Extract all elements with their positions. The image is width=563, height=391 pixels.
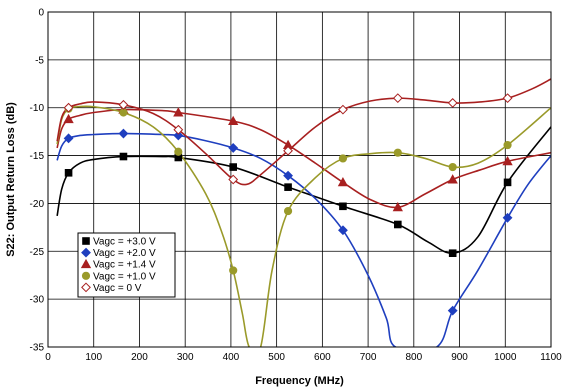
data-point-marker [338,225,348,236]
legend-entry: Vagc = +1.0 V [81,271,156,282]
tick-labels: 0 100 200 300 400 500 600 700 800 900 1000 1100 0 -5 -… [30,8,563,364]
y-axis-title: S22: Output Return Loss (dB) [5,102,17,257]
plot-frame [47,11,552,348]
marker-layer [63,93,513,316]
data-point-marker [339,202,347,211]
data-point-marker [447,305,458,316]
data-point-marker [119,108,128,117]
data-point-marker [174,147,183,156]
data-point-marker [447,174,458,184]
y-tick-label: -30 [30,295,45,306]
data-point-marker [63,113,74,124]
data-point-marker [283,170,293,181]
data-point-marker [394,220,402,229]
legend-entry: Vagc = +1.4 V [80,258,156,271]
data-point-marker [173,107,184,117]
data-point-marker [447,98,458,108]
x-tick-label: 900 [451,352,468,363]
data-point-marker [392,201,403,212]
legend-marker [80,258,92,269]
y-tick-label: -15 [30,151,45,162]
data-point-marker [448,249,457,257]
data-point-marker [228,115,239,126]
x-tick-label: 1100 [540,352,562,363]
y-tick-label: -25 [30,247,45,258]
data-point-marker [118,128,129,139]
legend-marker [82,237,90,245]
data-point-marker [502,93,513,104]
x-tick-label: 0 [45,352,51,363]
data-point-marker [63,133,74,144]
legend-label: Vagc = +1.4 V [93,260,156,271]
y-tick-label: -35 [30,343,45,354]
data-point-marker [503,140,512,150]
legend-box [77,232,176,298]
data-point-marker [173,124,184,135]
data-point-marker [63,102,74,113]
legend-label: Vagc = 0 V [93,283,142,294]
x-tick-label: 1000 [494,352,517,363]
x-tick-label: 300 [177,352,194,363]
data-point-marker [283,145,293,156]
legend-entry: Vagc = +3.0 V [82,237,156,248]
y-tick-label: -10 [30,103,45,114]
series-line-3 [56,105,551,347]
legend-marker [81,247,91,258]
legend-entry: Vagc = 0 V [81,282,142,294]
legend-label: Vagc = +3.0 V [93,237,156,248]
legend-marker [81,282,91,293]
x-axis-title: Frequency (MHz) [255,375,344,387]
x-tick-label: 700 [360,352,377,363]
x-tick-label: 600 [314,352,331,363]
data-point-marker [338,154,348,163]
data-point-marker [64,169,73,177]
data-point-marker [448,162,457,172]
y-tick-label: -5 [35,55,44,66]
data-point-marker [229,266,238,275]
data-point-marker [393,148,402,157]
y-tick-label: 0 [38,8,44,19]
data-point-marker [228,143,239,153]
legend-marker [81,271,91,280]
x-tick-label: 800 [405,352,422,363]
data-point-marker [173,130,184,141]
data-point-marker [283,206,293,216]
data-point-marker [229,163,237,171]
data-point-marker [337,177,349,187]
x-tick-label: 100 [85,352,102,363]
x-tick-label: 500 [268,352,285,363]
legend-entry: Vagc = +2.0 V [81,247,156,259]
x-tick-label: 200 [131,352,148,363]
data-point-marker [502,212,513,223]
data-point-marker [392,93,403,104]
series-layer [56,78,551,347]
data-point-marker [338,104,348,115]
legend-label: Vagc = +1.0 V [93,271,156,282]
series-line-4 [56,78,551,186]
data-point-marker [284,183,292,191]
data-point-marker [228,174,239,185]
legend-label: Vagc = +2.0 V [93,248,156,259]
data-point-marker [119,152,128,161]
data-point-marker [502,155,513,166]
data-point-marker [118,99,129,110]
x-tick-label: 400 [223,352,240,363]
data-point-marker [503,178,512,187]
y-tick-label: -20 [30,199,45,210]
